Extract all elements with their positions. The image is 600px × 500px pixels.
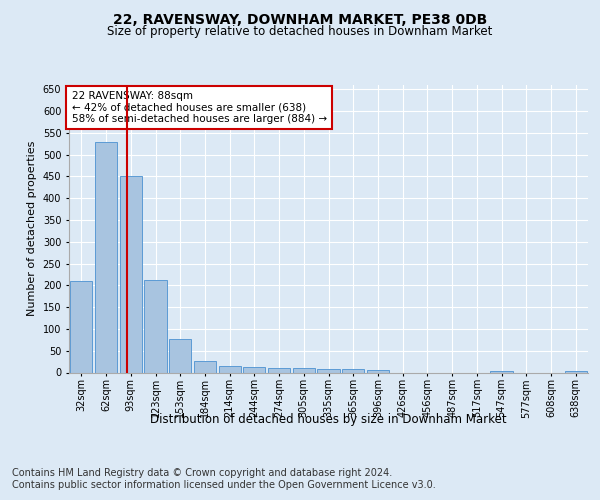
Bar <box>490 371 512 372</box>
Bar <box>119 176 142 372</box>
Bar <box>268 368 290 372</box>
Bar <box>70 281 92 372</box>
Text: Size of property relative to detached houses in Downham Market: Size of property relative to detached ho… <box>107 25 493 38</box>
Bar <box>293 368 315 372</box>
Text: Contains public sector information licensed under the Open Government Licence v3: Contains public sector information licen… <box>12 480 436 490</box>
Bar <box>367 370 389 372</box>
Text: Contains HM Land Registry data © Crown copyright and database right 2024.: Contains HM Land Registry data © Crown c… <box>12 468 392 477</box>
Bar <box>95 142 117 372</box>
Bar <box>194 360 216 372</box>
Bar <box>317 369 340 372</box>
Bar <box>342 369 364 372</box>
Text: 22 RAVENSWAY: 88sqm
← 42% of detached houses are smaller (638)
58% of semi-detac: 22 RAVENSWAY: 88sqm ← 42% of detached ho… <box>71 91 327 124</box>
Bar <box>169 338 191 372</box>
Bar <box>243 367 265 372</box>
Y-axis label: Number of detached properties: Number of detached properties <box>27 141 37 316</box>
Text: 22, RAVENSWAY, DOWNHAM MARKET, PE38 0DB: 22, RAVENSWAY, DOWNHAM MARKET, PE38 0DB <box>113 12 487 26</box>
Bar <box>565 371 587 372</box>
Text: Distribution of detached houses by size in Downham Market: Distribution of detached houses by size … <box>151 412 507 426</box>
Bar <box>145 280 167 372</box>
Bar <box>218 366 241 372</box>
